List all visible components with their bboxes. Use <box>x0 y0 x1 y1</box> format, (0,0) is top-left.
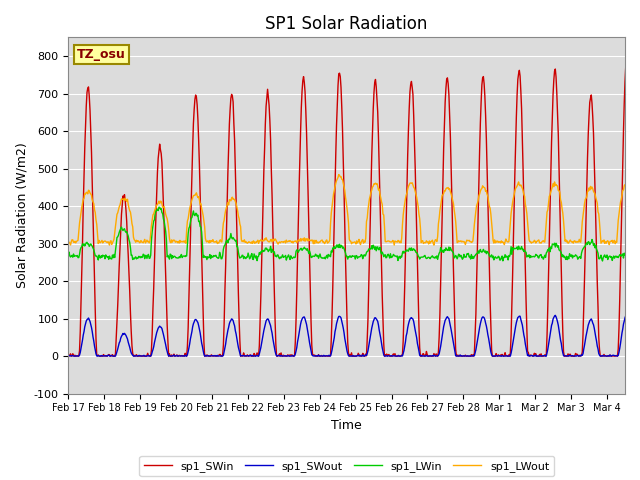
sp1_LWout <box>449 197 456 203</box>
sp1_SWout <box>237 353 245 359</box>
sp1_SWout <box>288 353 296 359</box>
sp1_LWin <box>155 204 163 210</box>
sp1_LWin <box>238 252 246 258</box>
Text: TZ_osu: TZ_osu <box>77 48 125 61</box>
sp1_LWin <box>289 256 296 262</box>
Y-axis label: Solar Radiation (W/m2): Solar Radiation (W/m2) <box>15 143 28 288</box>
sp1_LWout <box>132 240 140 245</box>
sp1_SWout <box>447 327 455 333</box>
Title: SP1 Solar Radiation: SP1 Solar Radiation <box>266 15 428 33</box>
sp1_LWin <box>416 256 424 262</box>
Line: sp1_LWin: sp1_LWin <box>68 207 640 261</box>
sp1_LWout <box>416 216 424 222</box>
sp1_LWout <box>288 240 296 245</box>
sp1_LWout <box>65 238 72 244</box>
sp1_SWout <box>132 353 140 359</box>
sp1_LWout <box>266 239 274 245</box>
sp1_SWin <box>623 58 631 64</box>
sp1_SWin <box>132 352 140 358</box>
X-axis label: Time: Time <box>332 419 362 432</box>
sp1_LWout <box>335 172 342 178</box>
sp1_SWin <box>448 196 456 202</box>
Line: sp1_SWin: sp1_SWin <box>68 61 640 356</box>
sp1_SWin <box>65 353 73 359</box>
Line: sp1_LWout: sp1_LWout <box>68 175 640 245</box>
sp1_LWin <box>598 258 606 264</box>
sp1_SWin <box>65 352 72 358</box>
sp1_SWin <box>289 352 296 358</box>
sp1_SWin <box>639 350 640 356</box>
sp1_SWout <box>623 312 631 318</box>
sp1_LWout <box>237 237 245 242</box>
sp1_SWin <box>238 353 246 359</box>
Legend: sp1_SWin, sp1_SWout, sp1_LWin, sp1_LWout: sp1_SWin, sp1_SWout, sp1_LWin, sp1_LWout <box>140 456 554 476</box>
Line: sp1_SWout: sp1_SWout <box>68 315 640 356</box>
sp1_LWin <box>639 252 640 257</box>
sp1_SWin <box>267 137 275 143</box>
sp1_SWout <box>266 321 274 326</box>
sp1_LWin <box>267 243 275 249</box>
sp1_LWin <box>448 248 456 254</box>
sp1_LWout <box>639 239 640 244</box>
sp1_LWout <box>430 242 438 248</box>
sp1_SWout <box>639 353 640 359</box>
sp1_SWout <box>65 353 72 359</box>
sp1_LWin <box>132 254 140 260</box>
sp1_SWout <box>415 348 423 354</box>
sp1_LWin <box>65 251 72 257</box>
sp1_SWin <box>416 345 424 351</box>
